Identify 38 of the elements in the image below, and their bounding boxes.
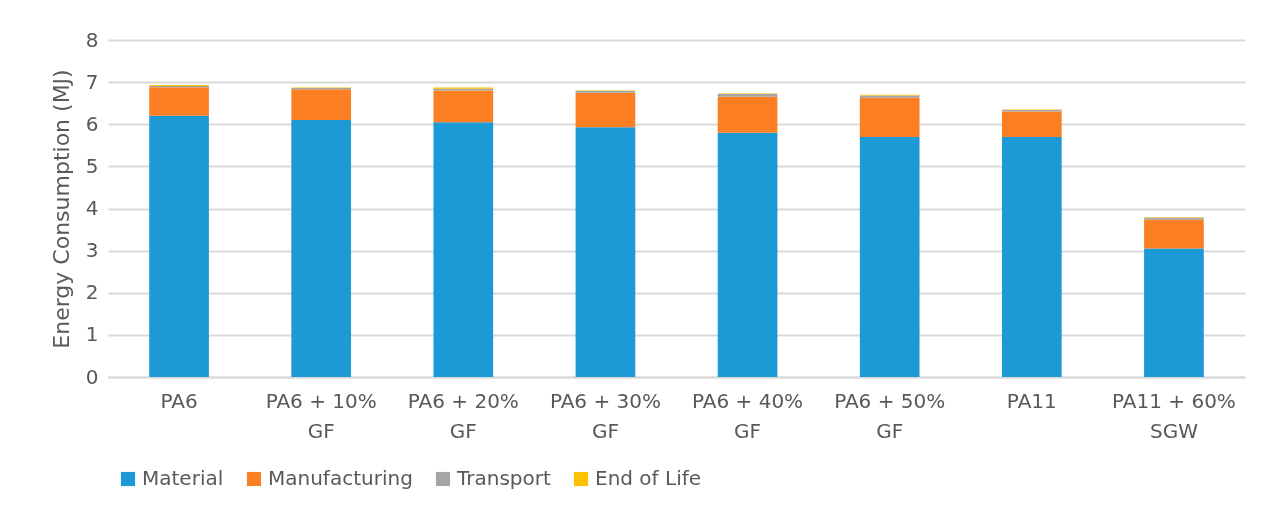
y-tick-label: 2 — [85, 280, 99, 305]
bar — [149, 87, 209, 116]
x-tick-label: PA6 + 20% GF — [407, 388, 519, 443]
bar — [149, 115, 209, 377]
x-tick-label: PA6 — [160, 388, 198, 413]
bar — [717, 132, 778, 377]
x-tick-label: PA6 + 50% GF — [834, 388, 946, 443]
bar — [717, 96, 778, 133]
y-tick-label: 5 — [85, 153, 99, 178]
y-tick-label: 7 — [85, 69, 99, 94]
bar — [1144, 248, 1204, 377]
y-tick-label: 1 — [85, 322, 99, 347]
y-tick-label: 0 — [85, 364, 99, 389]
legend-label: Manufacturing — [268, 466, 413, 490]
x-tick-label: PA11 + 60% SGW — [1112, 388, 1236, 443]
bar — [291, 89, 352, 121]
bar — [433, 90, 494, 123]
bar — [575, 127, 636, 377]
bar — [1001, 111, 1062, 137]
y-tick-label: 3 — [85, 238, 99, 263]
bar — [433, 122, 494, 377]
y-axis-title: Energy Consumption (MJ) — [48, 69, 74, 349]
x-tick-label: PA6 + 30% GF — [549, 388, 661, 443]
bar — [1144, 219, 1204, 249]
y-tick-label: 4 — [85, 196, 99, 220]
bar — [575, 92, 636, 128]
y-tick-label: 6 — [85, 111, 99, 136]
bar — [1001, 136, 1062, 377]
bar — [859, 136, 920, 377]
legend-label: Transport — [456, 466, 552, 490]
x-tick-label: PA6 + 10% GF — [265, 388, 377, 443]
bar — [291, 120, 352, 377]
x-tick-label: PA11 — [1006, 388, 1057, 413]
legend-label: Material — [142, 466, 224, 490]
bar — [859, 97, 920, 137]
y-tick-label: 8 — [85, 27, 99, 52]
x-tick-label: PA6 + 40% GF — [692, 388, 804, 443]
legend-label: End of Life — [595, 466, 702, 490]
